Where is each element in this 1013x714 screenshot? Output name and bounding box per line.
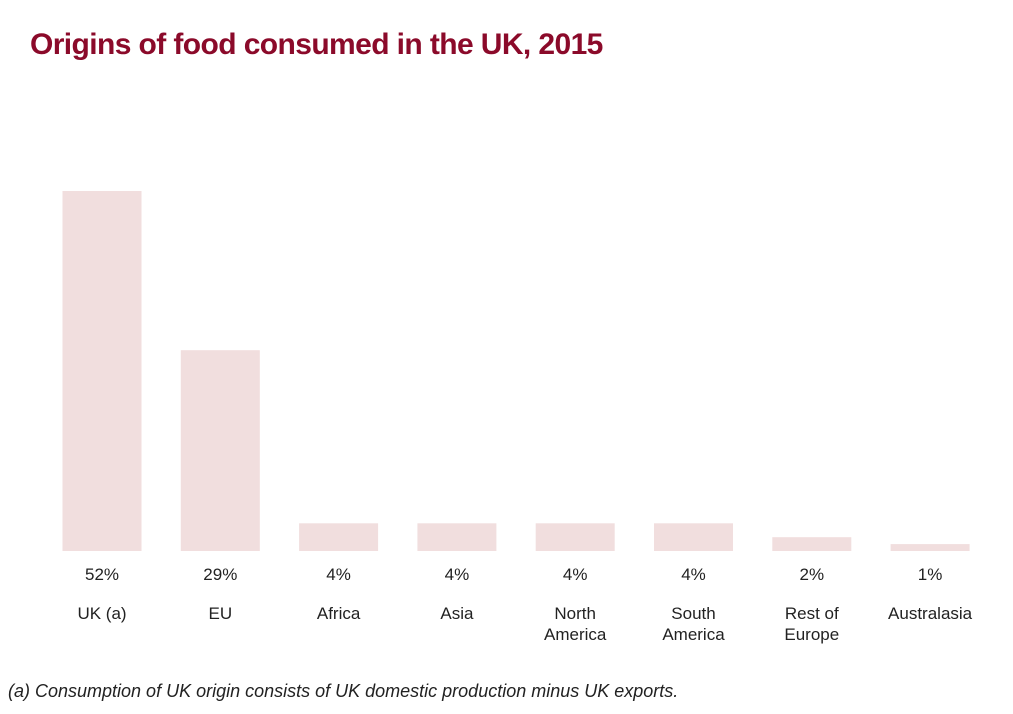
category-label-5-line-1: America [662,625,725,644]
bar-1 [180,350,260,551]
data-label-6: 2% [800,565,825,584]
footnote: (a) Consumption of UK origin consists of… [8,681,679,701]
bar-7 [890,544,970,551]
bar-5 [654,523,733,551]
category-label-6-line-0: Rest of [785,604,839,623]
bar-4 [535,523,615,551]
data-label-3: 4% [445,565,470,584]
bar-6 [772,537,852,551]
data-label-1: 29% [203,565,237,584]
bar-0 [62,191,142,551]
bar-2 [299,523,379,551]
chart-title: Origins of food consumed in the UK, 2015 [30,28,603,61]
category-label-3: Asia [440,604,474,623]
bar-3 [417,523,497,551]
category-label-4-line-0: North [554,604,596,623]
category-label-7: Australasia [888,604,973,623]
category-label-2: Africa [317,604,361,623]
category-label-1: EU [208,604,232,623]
category-label-6-line-1: Europe [784,625,839,644]
category-label-0: UK (a) [77,604,126,623]
data-label-2: 4% [326,565,351,584]
category-label-5-line-0: South [671,604,715,623]
data-label-0: 52% [85,565,119,584]
category-label-4-line-1: America [544,625,607,644]
data-label-5: 4% [681,565,706,584]
data-label-4: 4% [563,565,588,584]
data-label-7: 1% [918,565,943,584]
